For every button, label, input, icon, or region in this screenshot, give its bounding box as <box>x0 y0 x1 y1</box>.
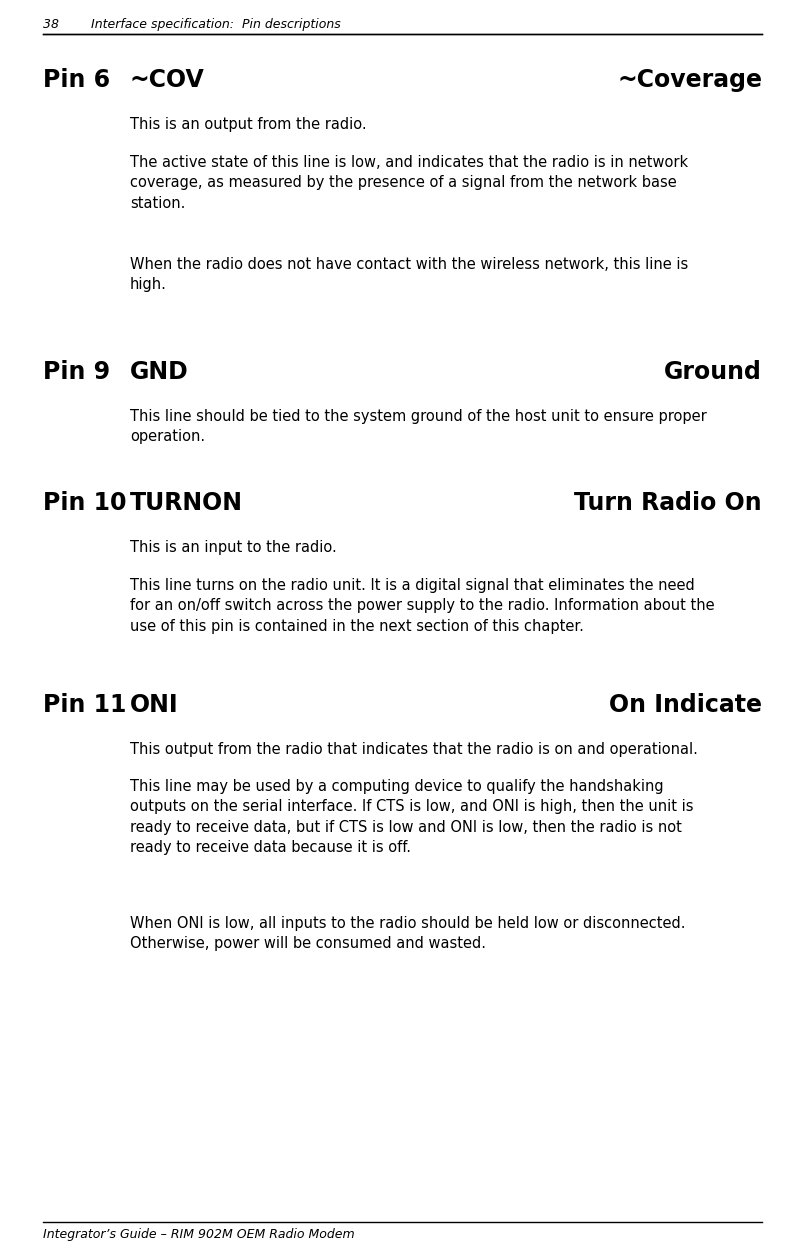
Text: This line should be tied to the system ground of the host unit to ensure proper
: This line should be tied to the system g… <box>130 409 707 444</box>
Text: Ground: Ground <box>664 360 762 384</box>
Text: Turn Radio On: Turn Radio On <box>574 491 762 515</box>
Text: ~COV: ~COV <box>130 68 205 92</box>
Text: The active state of this line is low, and indicates that the radio is in network: The active state of this line is low, an… <box>130 156 688 211</box>
Text: Pin 10: Pin 10 <box>43 491 127 515</box>
Text: This output from the radio that indicates that the radio is on and operational.: This output from the radio that indicate… <box>130 742 698 757</box>
Text: This is an input to the radio.: This is an input to the radio. <box>130 540 337 555</box>
Text: Pin 9: Pin 9 <box>43 360 110 384</box>
Text: This line may be used by a computing device to qualify the handshaking
outputs o: This line may be used by a computing dev… <box>130 779 694 855</box>
Text: Pin 6: Pin 6 <box>43 68 110 92</box>
Text: ONI: ONI <box>130 693 178 717</box>
Text: When ONI is low, all inputs to the radio should be held low or disconnected.
Oth: When ONI is low, all inputs to the radio… <box>130 916 685 951</box>
Text: This line turns on the radio unit. It is a digital signal that eliminates the ne: This line turns on the radio unit. It is… <box>130 579 714 634</box>
Text: On Indicate: On Indicate <box>609 693 762 717</box>
Text: GND: GND <box>130 360 189 384</box>
Text: TURNON: TURNON <box>130 491 243 515</box>
Text: This is an output from the radio.: This is an output from the radio. <box>130 117 366 132</box>
Text: Pin 11: Pin 11 <box>43 693 126 717</box>
Text: ~Coverage: ~Coverage <box>617 68 762 92</box>
Text: When the radio does not have contact with the wireless network, this line is
hig: When the radio does not have contact wit… <box>130 257 688 292</box>
Text: Integrator’s Guide – RIM 902M OEM Radio Modem: Integrator’s Guide – RIM 902M OEM Radio … <box>43 1227 354 1241</box>
Text: 38        Interface specification:  Pin descriptions: 38 Interface specification: Pin descript… <box>43 18 341 31</box>
